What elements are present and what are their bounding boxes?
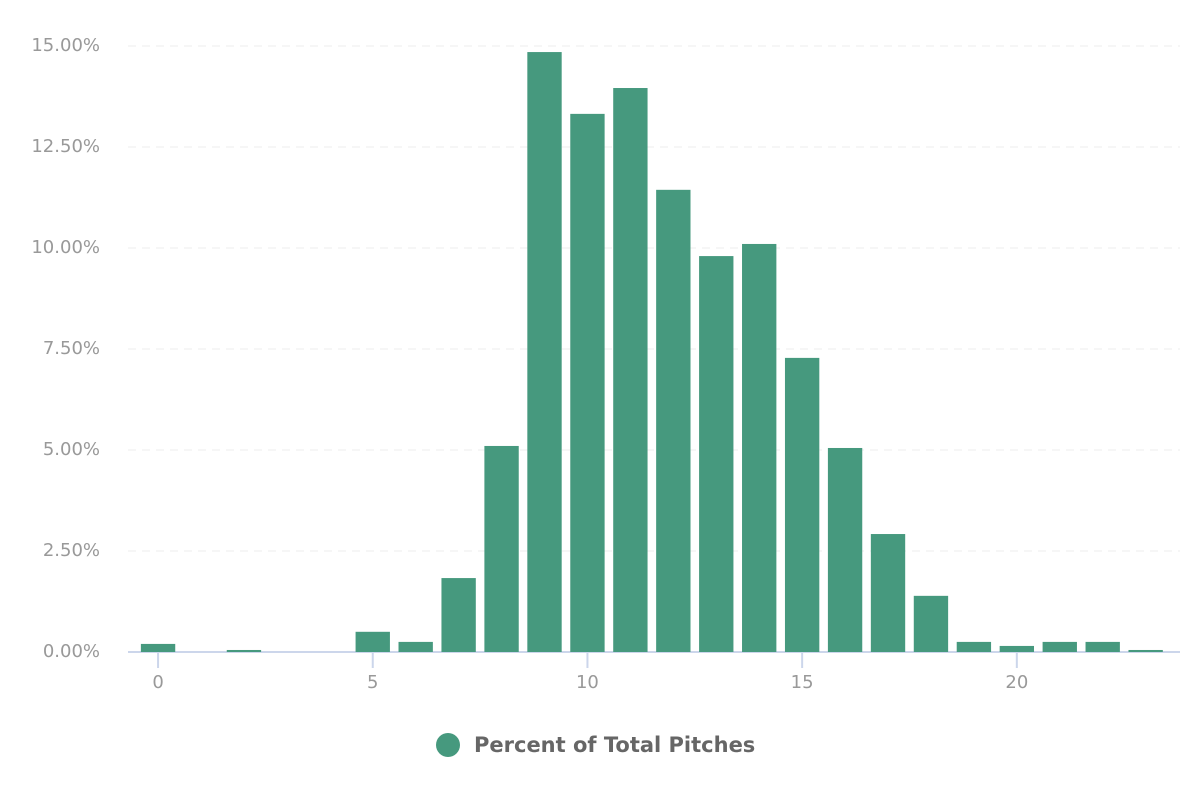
- bar: [1042, 641, 1077, 652]
- bar: [441, 578, 476, 652]
- bar: [613, 88, 648, 653]
- y-tick-label: 15.00%: [31, 35, 100, 56]
- bar: [956, 641, 992, 652]
- legend[interactable]: Percent of Total Pitches: [436, 733, 755, 757]
- x-tick-label: 0: [152, 672, 163, 693]
- bar: [140, 643, 176, 652]
- y-tick-label: 10.00%: [31, 237, 100, 258]
- bar: [570, 113, 605, 652]
- y-tick-label: 0.00%: [43, 641, 100, 662]
- x-tick-label: 10: [576, 672, 599, 693]
- bar: [1128, 649, 1163, 652]
- bar: [398, 641, 433, 652]
- bar: [355, 631, 390, 652]
- bar: [527, 52, 562, 653]
- x-tick-label: 5: [367, 672, 378, 693]
- bar: [742, 243, 777, 652]
- bar: [784, 357, 820, 652]
- bar: [1085, 641, 1120, 652]
- bar: [484, 445, 519, 652]
- bar: [827, 447, 863, 652]
- bar: [999, 645, 1035, 652]
- legend-label: Percent of Total Pitches: [474, 733, 755, 757]
- y-tick-label: 7.50%: [43, 338, 100, 359]
- legend-marker: [436, 733, 460, 757]
- bar: [656, 189, 691, 652]
- y-tick-label: 12.50%: [31, 136, 100, 157]
- x-tick-label: 15: [791, 672, 814, 693]
- bar: [870, 534, 906, 652]
- bar: [913, 595, 949, 652]
- x-tick-label: 20: [1005, 672, 1028, 693]
- y-tick-label: 5.00%: [43, 439, 100, 460]
- y-tick-label: 2.50%: [43, 540, 100, 561]
- bar: [226, 649, 262, 652]
- bar: [699, 256, 734, 652]
